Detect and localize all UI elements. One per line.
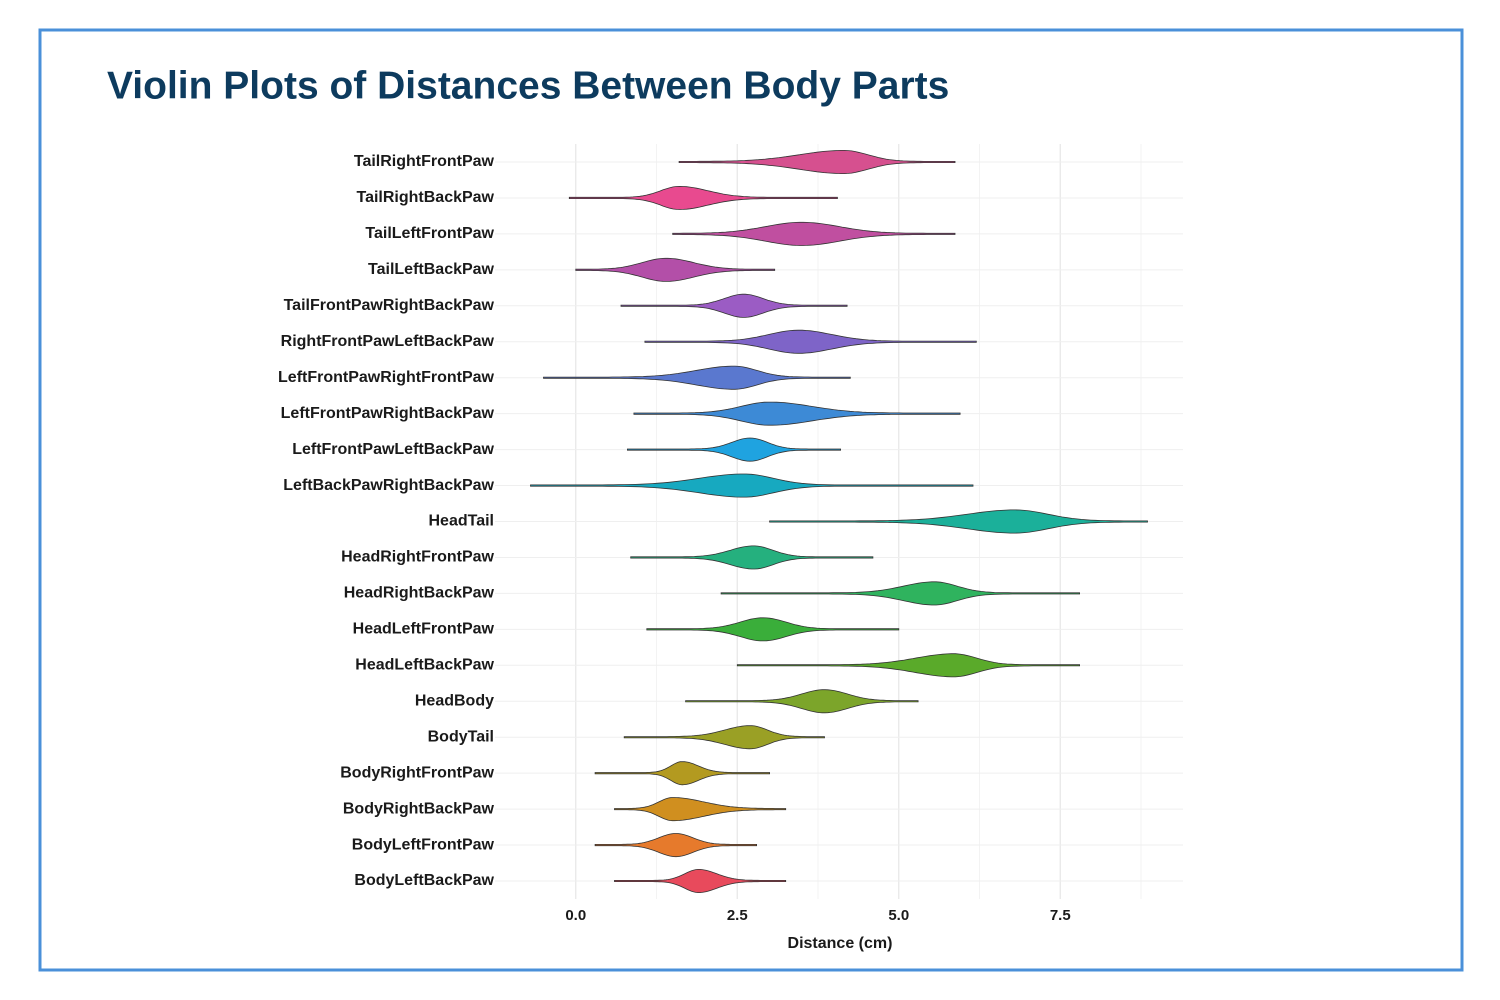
- category-label: TailFrontPawRightBackPaw: [284, 297, 495, 314]
- violin: [646, 617, 900, 642]
- category-label: LeftFrontPawRightFrontPaw: [278, 369, 495, 386]
- violin: [594, 761, 770, 786]
- category-label: HeadBody: [415, 692, 494, 709]
- violin: [685, 689, 919, 714]
- violin: [568, 185, 838, 210]
- category-label: LeftFrontPawRightBackPaw: [281, 405, 495, 422]
- violin: [630, 545, 874, 570]
- category-label: LeftBackPawRightBackPaw: [283, 477, 494, 494]
- category-label: BodyRightBackPaw: [343, 800, 495, 817]
- category-label: BodyLeftBackPaw: [354, 872, 494, 889]
- violin: [623, 725, 825, 750]
- violin: [620, 293, 848, 318]
- violin: [614, 797, 787, 822]
- violin: [672, 221, 956, 246]
- violin: [644, 329, 977, 354]
- x-axis-title: Distance (cm): [788, 935, 893, 952]
- category-label: BodyLeftFrontPaw: [352, 836, 495, 853]
- category-label: HeadLeftFrontPaw: [353, 621, 495, 638]
- category-label: TailRightFrontPaw: [354, 153, 495, 170]
- x-tick-label: 5.0: [888, 907, 909, 924]
- x-tick-label: 7.5: [1050, 907, 1071, 924]
- category-label: HeadLeftBackPaw: [355, 657, 494, 674]
- category-label: HeadRightBackPaw: [344, 585, 495, 602]
- category-label: TailLeftBackPaw: [368, 261, 495, 278]
- x-tick-label: 2.5: [727, 907, 748, 924]
- violin: [575, 257, 776, 282]
- violin: [720, 581, 1080, 606]
- violin: [678, 150, 956, 174]
- category-label: TailRightBackPaw: [356, 189, 494, 206]
- chart-title: Violin Plots of Distances Between Body P…: [107, 64, 949, 107]
- violin: [769, 509, 1148, 534]
- category-label: BodyRightFrontPaw: [340, 764, 494, 781]
- violin: [633, 401, 961, 426]
- violin: [614, 869, 787, 893]
- category-label: TailLeftFrontPaw: [365, 225, 494, 242]
- category-label: LeftFrontPawLeftBackPaw: [292, 441, 494, 458]
- violin: [530, 473, 974, 498]
- category-label: RightFrontPawLeftBackPaw: [281, 333, 495, 350]
- category-label: BodyTail: [428, 728, 494, 745]
- card-border: [38, 28, 1464, 972]
- category-label: HeadTail: [429, 513, 495, 530]
- violin: [627, 437, 841, 462]
- violin: [543, 365, 851, 390]
- x-tick-label: 0.0: [565, 907, 586, 924]
- violin: [736, 653, 1080, 678]
- category-label: HeadRightFrontPaw: [341, 549, 494, 566]
- violin: [594, 833, 757, 858]
